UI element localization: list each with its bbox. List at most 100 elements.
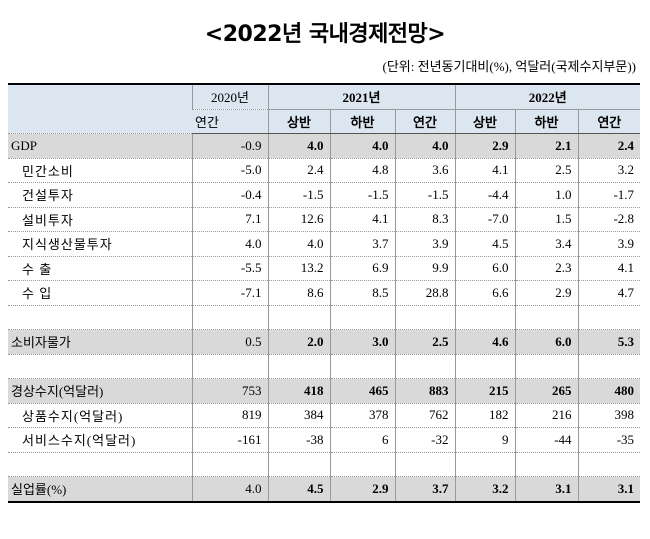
value-cell: 4.0 xyxy=(267,231,330,257)
value-cell: 819 xyxy=(191,403,268,428)
data-row: 민간소비 -5.0 2.4 4.8 3.6 4.1 2.5 3.2 xyxy=(8,158,641,183)
empty-cell xyxy=(8,452,192,477)
value-cell: 4.0 xyxy=(394,133,456,159)
value-cell: 3.7 xyxy=(329,231,395,257)
unit-note: (단위: 전년동기대비(%), 억달러(국제수지부문)) xyxy=(382,59,637,74)
value-cell: 2.5 xyxy=(394,329,456,355)
empty-cell xyxy=(329,452,395,477)
value-cell: -1.7 xyxy=(577,182,641,208)
forecast-table: 2020년 2021년 2022년 연간 상반 하반 연간 상반 하반 연간 G… xyxy=(8,83,641,503)
value-cell: 13.2 xyxy=(267,256,330,281)
column-header: 하반 xyxy=(514,109,579,134)
spacer-row xyxy=(8,452,641,477)
value-cell: 3.6 xyxy=(394,158,456,183)
value-cell: 3.9 xyxy=(577,231,641,257)
value-cell: -161 xyxy=(191,427,268,453)
empty-cell xyxy=(394,354,456,379)
value-cell: 2.4 xyxy=(577,133,641,159)
value-cell: 2.0 xyxy=(267,329,330,355)
empty-cell xyxy=(514,452,579,477)
value-cell: -7.0 xyxy=(454,207,516,232)
value-cell: 8.5 xyxy=(329,280,395,306)
value-cell: -32 xyxy=(394,427,456,453)
value-cell: 3.1 xyxy=(577,476,641,503)
value-cell: 6.6 xyxy=(454,280,516,306)
row-label: 건설투자 xyxy=(8,182,192,208)
value-cell: -35 xyxy=(577,427,641,453)
value-cell: 8.3 xyxy=(394,207,456,232)
value-cell: 4.1 xyxy=(577,256,641,281)
row-label: 수 입 xyxy=(8,280,192,306)
value-cell: 1.0 xyxy=(514,182,579,208)
empty-cell xyxy=(577,305,641,330)
empty-cell xyxy=(191,354,268,379)
data-row: 서비스수지(억달러) -161 -38 6 -32 9 -44 -35 xyxy=(8,427,641,453)
column-header: 연간 xyxy=(577,109,641,134)
value-cell: 4.0 xyxy=(267,133,330,159)
empty-cell xyxy=(267,354,330,379)
corner-cell xyxy=(8,83,192,134)
value-cell: 3.4 xyxy=(514,231,579,257)
row-label: 경상수지(억달러) xyxy=(8,378,192,404)
value-cell: 2.9 xyxy=(454,133,516,159)
value-cell: 3.1 xyxy=(514,476,579,503)
empty-cell xyxy=(8,305,192,330)
row-label: 서비스수지(억달러) xyxy=(8,427,192,453)
row-label: GDP xyxy=(8,133,192,159)
value-cell: 4.5 xyxy=(267,476,330,503)
value-cell: 1.5 xyxy=(514,207,579,232)
column-header: 연간 xyxy=(192,109,268,134)
value-cell: 4.0 xyxy=(191,476,268,503)
value-cell: 2.1 xyxy=(514,133,579,159)
empty-cell xyxy=(514,305,579,330)
value-cell: -7.1 xyxy=(191,280,268,306)
value-cell: -44 xyxy=(514,427,579,453)
empty-cell xyxy=(454,354,516,379)
value-cell: 3.0 xyxy=(329,329,395,355)
value-cell: -2.8 xyxy=(577,207,641,232)
value-cell: 7.1 xyxy=(191,207,268,232)
empty-cell xyxy=(329,305,395,330)
data-row: 상품수지(억달러) 819 384 378 762 182 216 398 xyxy=(8,403,641,428)
value-cell: 2.3 xyxy=(514,256,579,281)
empty-cell xyxy=(191,452,268,477)
empty-cell xyxy=(454,305,516,330)
empty-cell xyxy=(8,354,192,379)
value-cell: 4.0 xyxy=(329,133,395,159)
value-cell: -1.5 xyxy=(329,182,395,208)
value-cell: -5.0 xyxy=(191,158,268,183)
value-cell: -38 xyxy=(267,427,330,453)
value-cell: 0.5 xyxy=(191,329,268,355)
value-cell: 216 xyxy=(514,403,579,428)
value-cell: 3.2 xyxy=(454,476,516,503)
year-header: 2022년 xyxy=(454,83,641,110)
value-cell: -0.4 xyxy=(191,182,268,208)
value-cell: 883 xyxy=(394,378,456,404)
value-cell: 2.5 xyxy=(514,158,579,183)
column-header: 상반 xyxy=(454,109,516,134)
value-cell: 3.9 xyxy=(394,231,456,257)
value-cell: 9 xyxy=(454,427,516,453)
value-cell: 3.7 xyxy=(394,476,456,503)
value-cell: 398 xyxy=(577,403,641,428)
title: <2022년 국내경제전망> xyxy=(204,22,446,47)
value-cell: 418 xyxy=(267,378,330,404)
empty-cell xyxy=(577,354,641,379)
value-cell: 4.1 xyxy=(454,158,516,183)
value-cell: 4.1 xyxy=(329,207,395,232)
column-header: 하반 xyxy=(329,109,395,134)
value-cell: 5.3 xyxy=(577,329,641,355)
value-cell: -1.5 xyxy=(394,182,456,208)
empty-cell xyxy=(514,354,579,379)
value-cell: 8.6 xyxy=(267,280,330,306)
header-row: 연간 상반 하반 연간 상반 하반 연간 xyxy=(8,109,641,134)
column-header: 연간 xyxy=(394,109,456,134)
value-cell: 4.6 xyxy=(454,329,516,355)
empty-cell xyxy=(394,305,456,330)
value-cell: 480 xyxy=(577,378,641,404)
year-header: 2020년 xyxy=(191,83,268,110)
value-cell: 3.2 xyxy=(577,158,641,183)
value-cell: 6.0 xyxy=(454,256,516,281)
data-row: 수 출 -5.5 13.2 6.9 9.9 6.0 2.3 4.1 xyxy=(8,256,641,281)
